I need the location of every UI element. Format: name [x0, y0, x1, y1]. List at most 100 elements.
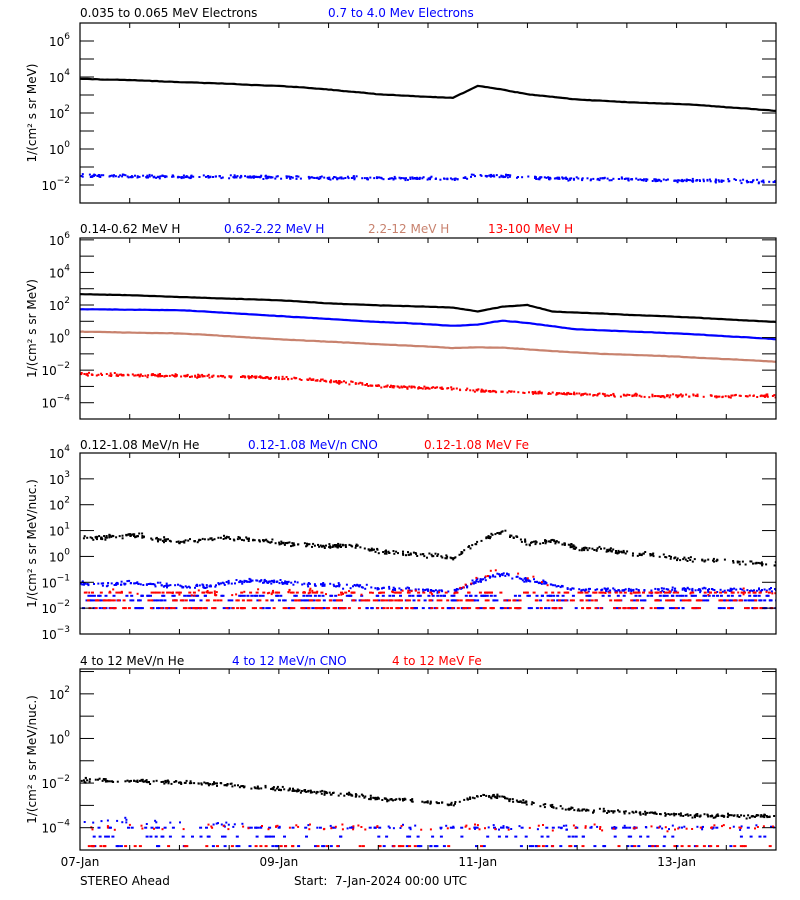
data-point — [329, 546, 332, 549]
data-point — [257, 787, 260, 790]
data-point — [506, 391, 509, 394]
data-point — [348, 543, 351, 546]
data-point — [660, 587, 663, 590]
data-point — [253, 539, 256, 542]
data-point — [138, 175, 141, 178]
data-point — [485, 794, 488, 797]
data-point — [723, 815, 726, 818]
floor-point — [291, 599, 295, 602]
data-point — [469, 796, 471, 799]
floor-point — [202, 607, 206, 610]
data-point — [248, 577, 251, 580]
data-point — [190, 175, 193, 178]
floor-point — [172, 607, 176, 610]
floor-point — [525, 591, 529, 594]
data-point — [184, 539, 187, 542]
data-point — [631, 394, 634, 397]
data-point — [84, 777, 87, 780]
data-point — [202, 174, 205, 177]
data-point — [100, 372, 103, 375]
floor-point — [150, 591, 154, 594]
data-point — [279, 579, 282, 581]
floor-point — [459, 599, 463, 602]
data-point — [593, 394, 596, 396]
data-point — [584, 546, 587, 549]
data-point — [498, 795, 501, 798]
data-point — [488, 575, 491, 578]
floor-point — [743, 599, 747, 602]
data-point — [161, 828, 164, 831]
data-point — [333, 585, 336, 588]
floor-point — [681, 594, 685, 597]
data-point — [455, 387, 458, 390]
data-point — [141, 780, 144, 783]
data-point — [566, 587, 569, 590]
data-point — [471, 544, 474, 547]
floor-point — [577, 591, 581, 594]
floor-point — [508, 607, 512, 610]
data-point — [222, 824, 225, 827]
data-point — [387, 178, 390, 180]
data-point — [753, 589, 755, 592]
floor-point — [447, 845, 451, 848]
data-point — [205, 586, 208, 589]
data-point — [770, 825, 772, 828]
floor-point — [674, 607, 678, 610]
data-point — [311, 589, 314, 592]
floor-point — [110, 599, 114, 602]
data-point — [338, 380, 341, 382]
data-point — [592, 177, 595, 180]
data-point — [217, 582, 220, 585]
floor-point — [166, 591, 170, 594]
data-point — [549, 177, 552, 180]
floor-point — [343, 607, 347, 610]
data-point — [208, 585, 211, 588]
floor-point — [216, 845, 219, 848]
data-point — [414, 824, 417, 827]
y-tick-label: 10−2 — [41, 361, 70, 378]
data-point — [492, 575, 495, 578]
floor-point — [382, 591, 385, 594]
x-tick-label: 07-Jan — [61, 855, 100, 869]
data-point — [474, 581, 477, 584]
data-point — [222, 375, 224, 378]
data-point — [345, 583, 348, 586]
floor-point — [227, 599, 231, 602]
data-point — [201, 375, 204, 378]
data-point — [629, 588, 632, 591]
legend-entry: 2.2-12 MeV H — [368, 222, 449, 236]
data-point — [443, 177, 445, 180]
data-point — [120, 580, 123, 583]
floor-point — [626, 845, 630, 848]
data-point — [715, 396, 718, 399]
data-point — [378, 176, 380, 179]
data-point — [340, 176, 343, 179]
data-point — [580, 589, 583, 592]
data-point — [488, 174, 491, 177]
data-point — [387, 550, 390, 553]
data-point — [307, 582, 310, 584]
data-point — [703, 586, 706, 589]
x-tick-label: 13-Jan — [657, 855, 696, 869]
floor-point — [380, 599, 384, 602]
data-point — [480, 580, 482, 583]
data-point — [252, 538, 255, 541]
floor-point — [378, 826, 382, 829]
floor-point — [739, 599, 743, 602]
data-point — [325, 792, 328, 795]
data-point — [505, 826, 508, 829]
data-point — [250, 176, 253, 179]
data-point — [153, 583, 156, 586]
floor-point — [258, 594, 262, 597]
floor-point — [128, 591, 132, 594]
floor-point — [358, 845, 362, 848]
data-point — [369, 548, 372, 551]
data-point — [262, 178, 265, 180]
data-point — [528, 391, 530, 394]
floor-point — [258, 599, 262, 602]
data-point — [280, 177, 283, 180]
floor-point — [676, 591, 680, 594]
data-point — [241, 375, 244, 378]
data-point — [110, 582, 113, 585]
data-point — [709, 180, 712, 183]
